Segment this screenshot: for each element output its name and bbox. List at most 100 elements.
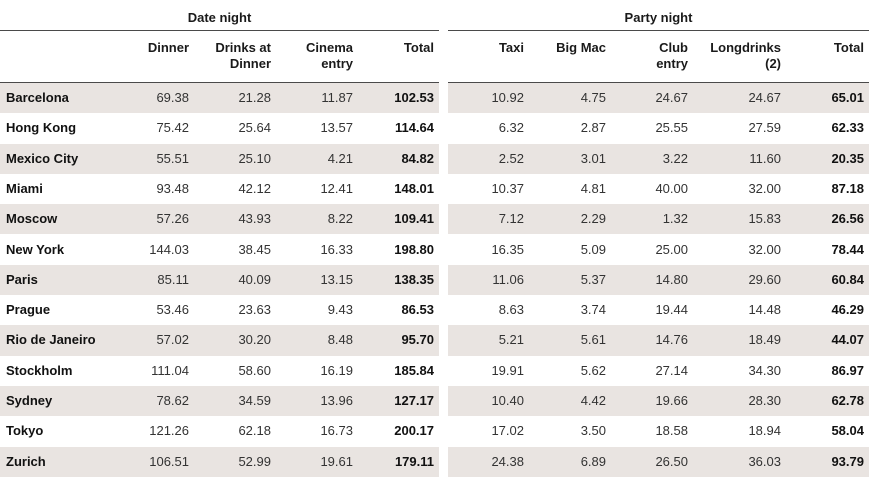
cell-drinks: 34.59 — [238, 393, 271, 408]
row-background-party — [448, 204, 869, 235]
cell-party-total: 20.35 — [831, 150, 864, 166]
col-header-cinema: Cinema entry — [306, 40, 353, 71]
table-row: Paris 85.11 40.09 13.15 138.35 11.06 5.37 14.80… — [0, 264, 873, 296]
cell-drinks: 21.28 — [238, 90, 271, 105]
cell-date-total: 148.01 — [394, 180, 434, 196]
cell-bigmac: 3.74 — [580, 302, 606, 318]
table-row: New York 144.03 38.45 16.33 198.80 16.35 5.09 2… — [0, 235, 873, 265]
cell-taxi: 16.35 — [491, 241, 524, 257]
cell-taxi: 10.40 — [491, 393, 524, 408]
cell-taxi: 19.91 — [491, 362, 524, 378]
cell-drinks: 25.10 — [238, 150, 271, 166]
cell-cinema: 16.33 — [320, 241, 353, 257]
cell-bigmac: 6.89 — [580, 453, 606, 469]
col-header-taxi: Taxi — [498, 40, 524, 55]
cell-party-total: 62.33 — [831, 120, 864, 136]
row-background-date — [0, 325, 439, 356]
party-night-header: Party night — [448, 4, 869, 31]
row-background-date — [0, 143, 439, 174]
city-name: Rio de Janeiro — [6, 332, 96, 348]
table-row: Zurich 106.51 52.99 19.61 179.11 24.38 6.89 26.… — [0, 446, 873, 477]
cell-club: 14.76 — [655, 332, 688, 348]
table-row: Stockholm 111.04 58.60 16.19 185.84 19.91 5.62… — [0, 356, 873, 386]
cell-drinks: 52.99 — [238, 453, 271, 469]
cell-dinner: 121.26 — [149, 423, 189, 439]
cell-cinema: 4.21 — [327, 150, 353, 166]
col-header-drinks: Drinks at Dinner — [215, 40, 271, 71]
row-background-party — [448, 325, 869, 356]
cell-drinks: 23.63 — [238, 302, 271, 318]
cell-club: 25.55 — [655, 120, 688, 136]
row-background-date — [0, 264, 439, 296]
cell-longdrinks: 15.83 — [748, 211, 781, 227]
cell-cinema: 8.48 — [327, 332, 353, 348]
cell-dinner: 75.42 — [156, 120, 189, 136]
cell-date-total: 95.70 — [401, 332, 434, 348]
cell-longdrinks: 24.67 — [748, 90, 781, 105]
cell-drinks: 30.20 — [238, 332, 271, 348]
cell-dinner: 69.38 — [156, 90, 189, 105]
table-row: Miami 93.48 42.12 12.41 148.01 10.37 4.81 40.00… — [0, 174, 873, 204]
table-row: Tokyo 121.26 62.18 16.73 200.17 17.02 3.50 18.5… — [0, 416, 873, 446]
city-name: Miami — [6, 180, 43, 196]
city-name: Hong Kong — [6, 120, 77, 136]
cell-party-total: 44.07 — [831, 332, 864, 348]
header-divider-date — [0, 82, 439, 83]
cell-dinner: 57.26 — [156, 211, 189, 227]
cell-cinema: 9.43 — [327, 302, 353, 318]
cell-bigmac: 4.42 — [580, 393, 606, 408]
cell-taxi: 24.38 — [491, 453, 524, 469]
cell-drinks: 38.45 — [238, 241, 271, 257]
row-background-date — [0, 204, 439, 235]
cell-longdrinks: 32.00 — [748, 241, 781, 257]
cell-party-total: 65.01 — [831, 90, 864, 105]
row-background-party — [448, 446, 869, 477]
cell-date-total: 127.17 — [394, 393, 434, 408]
cell-club: 18.58 — [655, 423, 688, 439]
cell-date-total: 185.84 — [394, 362, 434, 378]
cell-party-total: 78.44 — [831, 241, 864, 257]
cell-bigmac: 5.61 — [580, 332, 606, 348]
cell-club: 40.00 — [655, 180, 688, 196]
cell-bigmac: 4.75 — [580, 90, 606, 105]
table-row: Sydney 78.62 34.59 13.96 127.17 10.40 4.42 19.6… — [0, 386, 873, 417]
cell-cinema: 19.61 — [320, 453, 353, 469]
cell-dinner: 111.04 — [151, 362, 189, 378]
cell-date-total: 84.82 — [401, 150, 434, 166]
cell-cinema: 16.73 — [320, 423, 353, 439]
city-name: Sydney — [6, 393, 53, 408]
cell-club: 25.00 — [655, 241, 688, 257]
row-background-party — [448, 83, 869, 114]
cell-cinema: 11.87 — [321, 90, 353, 105]
table-row: Hong Kong 75.42 25.64 13.57 114.64 6.32 2.87 25… — [0, 113, 873, 143]
city-name: Barcelona — [6, 90, 69, 105]
row-background-party — [448, 386, 869, 417]
cell-club: 3.22 — [662, 150, 688, 166]
col-header-bigmac: Big Mac — [556, 40, 606, 55]
cell-date-total: 200.17 — [394, 423, 434, 439]
cell-dinner: 144.03 — [149, 241, 189, 257]
table-row: Moscow 57.26 43.93 8.22 109.41 7.12 2.29 1.32 15… — [0, 204, 873, 235]
cell-drinks: 43.93 — [238, 211, 271, 227]
cell-drinks: 40.09 — [238, 271, 271, 287]
cell-taxi: 17.02 — [491, 423, 524, 439]
city-name: Tokyo — [6, 423, 44, 439]
city-name: Moscow — [6, 211, 58, 227]
cell-taxi: 2.52 — [498, 150, 524, 166]
cell-party-total: 62.78 — [831, 393, 864, 408]
row-background-date — [0, 83, 439, 114]
cell-taxi: 8.63 — [498, 302, 524, 318]
cell-party-total: 46.29 — [831, 302, 864, 318]
header-divider-party — [448, 82, 869, 83]
cell-taxi: 11.06 — [492, 271, 524, 287]
city-name: Zurich — [6, 453, 46, 469]
city-name: Mexico City — [6, 150, 79, 166]
col-header-party-total: Total — [833, 40, 864, 55]
cell-longdrinks: 11.60 — [749, 150, 781, 166]
cell-cinema: 8.22 — [327, 211, 353, 227]
cell-dinner: 85.11 — [157, 271, 189, 287]
cell-bigmac: 3.50 — [580, 423, 606, 439]
cell-longdrinks: 34.30 — [748, 362, 781, 378]
cell-bigmac: 5.09 — [580, 241, 606, 257]
cell-drinks: 62.18 — [238, 423, 271, 439]
